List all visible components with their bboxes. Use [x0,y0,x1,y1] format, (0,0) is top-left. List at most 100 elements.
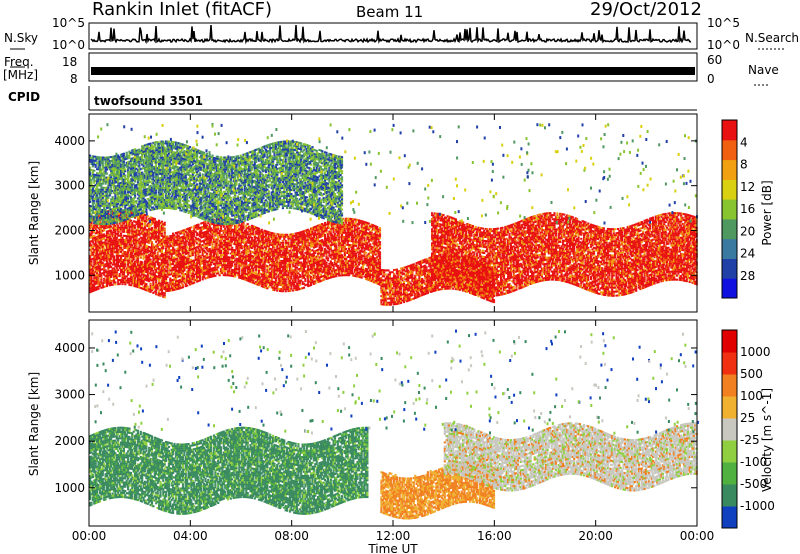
echo-cell [109,260,111,262]
noise-right-tick-bottom: 10^0 [707,38,740,52]
echo-cell [130,220,132,222]
echo-cell [124,263,126,265]
echo-cell [145,283,147,285]
echo-cell [117,253,119,255]
echo-cell [128,234,130,236]
echo-cell [123,229,125,231]
echo-cell [116,277,118,279]
radar-summary-plot: Rankin Inlet (fitACF) Beam 11 29/Oct/201… [0,0,800,554]
freq-right-tick-top: 60 [707,53,722,67]
echo-cell [113,255,115,257]
echo-cell [151,227,153,229]
noise-sky-label: N.Sky [4,31,38,45]
echo-cell [127,264,129,266]
echo-cell [112,233,114,235]
echo-cell [137,258,139,260]
echo-cell [114,235,116,237]
echo-cell [126,257,128,259]
echo-cell [126,243,128,245]
echo-cell [117,263,119,265]
noise-right-tick-top: 10^5 [707,16,740,30]
echo-cell [133,259,135,261]
echo-cell [113,249,115,251]
echo-cell [119,231,121,233]
echo-cell [124,261,126,263]
echo-cell [110,276,112,278]
freq-right-tick-bottom: 0 [707,72,715,86]
echo-cell [107,252,109,254]
echo-cell [135,237,137,239]
echo-cell [90,260,92,262]
echo-cell [90,277,92,279]
echo-cell [100,277,102,279]
cpid-panel: CPID twofsound 3501 [8,86,697,110]
echo-cell [120,251,122,253]
echo-cell [123,267,125,269]
date-label: 29/Oct/2012 [590,0,702,20]
echo-cell [152,282,154,284]
echo-cell [116,247,118,249]
echo-cell [127,251,129,253]
noise-search-label: N.Search [745,31,799,45]
echo-cell [110,266,112,268]
echo-cell [120,247,122,249]
echo-cell [119,273,121,275]
cpid-label: CPID [8,90,40,104]
echo-cell [126,227,128,229]
echo-cell [147,276,149,278]
echo-cell [150,283,152,285]
noise-left-tick-top: 10^5 [52,16,85,30]
echo-cell [117,281,119,283]
freq-left-tick-top: 18 [62,55,77,69]
echo-cell [110,282,112,284]
echo-cell [119,275,121,277]
freq-panel: Freq. [MHz] 18 8 60 0 Nave [3,53,779,86]
noise-panel: N.Sky 10^5 10^0 10^5 10^0 N.Search [4,16,799,52]
echo-cell [120,235,122,237]
noise-left-tick-bottom: 10^0 [52,38,85,52]
echo-cell [109,228,111,230]
echo-cell [137,260,139,262]
echo-cell [100,275,102,277]
cpid-program: twofsound 3501 [94,94,203,108]
echo-cell [119,267,121,269]
echo-cell [135,245,137,247]
echo-cell [124,265,126,267]
echo-cell [127,274,129,276]
echo-cell [117,269,119,271]
echo-cell [110,230,112,232]
freq-unit-label: [MHz] [3,68,38,82]
echo-cell [113,267,115,269]
echo-cell [123,223,125,225]
echo-cell [113,261,115,263]
echo-cell [106,285,108,287]
freq-trace [91,67,695,75]
echo-cell [117,257,119,259]
echo-cell [120,245,122,247]
echo-cell [141,225,143,227]
echo-cell [140,257,142,259]
echo-cell [119,223,121,225]
echo-cell [90,262,92,264]
echo-cell [100,279,102,281]
echo-cell [114,231,116,233]
echo-cell [130,242,132,244]
echo-cell [120,257,122,259]
echo-cell [114,283,116,285]
echo-cell [97,288,99,290]
noise-panel-frame [89,23,697,49]
echo-cell [103,229,105,231]
echo-cell [123,231,125,233]
echo-cell [114,225,116,227]
freq-left-tick-bottom: 8 [70,72,78,86]
echo-cell [112,254,114,256]
echo-cell [138,220,140,222]
echo-cell [116,237,118,239]
echo-cell [121,283,123,285]
echo-cell [120,233,122,235]
echo-cell [113,257,115,259]
echo-cell [114,281,116,283]
echo-cell [151,241,153,243]
echo-cell [141,261,143,263]
